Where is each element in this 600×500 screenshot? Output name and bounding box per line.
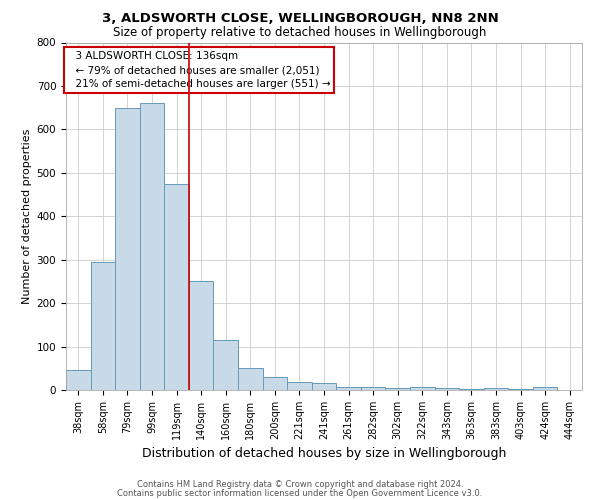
- Bar: [263, 377, 287, 390]
- Text: 3, ALDSWORTH CLOSE, WELLINGBOROUGH, NN8 2NN: 3, ALDSWORTH CLOSE, WELLINGBOROUGH, NN8 …: [101, 12, 499, 26]
- Bar: [533, 386, 557, 390]
- Bar: [238, 368, 263, 390]
- Text: Size of property relative to detached houses in Wellingborough: Size of property relative to detached ho…: [113, 26, 487, 39]
- Bar: [140, 104, 164, 390]
- Bar: [484, 388, 508, 390]
- Text: 3 ALDSWORTH CLOSE: 136sqm
  ← 79% of detached houses are smaller (2,051)
  21% o: 3 ALDSWORTH CLOSE: 136sqm ← 79% of detac…: [68, 51, 330, 89]
- Bar: [312, 384, 336, 390]
- Bar: [66, 370, 91, 390]
- Bar: [459, 388, 484, 390]
- Bar: [214, 340, 238, 390]
- Bar: [434, 388, 459, 390]
- X-axis label: Distribution of detached houses by size in Wellingborough: Distribution of detached houses by size …: [142, 448, 506, 460]
- Bar: [189, 282, 214, 390]
- Bar: [361, 387, 385, 390]
- Bar: [287, 382, 312, 390]
- Bar: [91, 262, 115, 390]
- Bar: [508, 389, 533, 390]
- Text: Contains HM Land Registry data © Crown copyright and database right 2024.: Contains HM Land Registry data © Crown c…: [137, 480, 463, 489]
- Bar: [164, 184, 189, 390]
- Y-axis label: Number of detached properties: Number of detached properties: [22, 128, 32, 304]
- Bar: [385, 388, 410, 390]
- Bar: [115, 108, 140, 390]
- Text: Contains public sector information licensed under the Open Government Licence v3: Contains public sector information licen…: [118, 488, 482, 498]
- Bar: [336, 386, 361, 390]
- Bar: [410, 386, 434, 390]
